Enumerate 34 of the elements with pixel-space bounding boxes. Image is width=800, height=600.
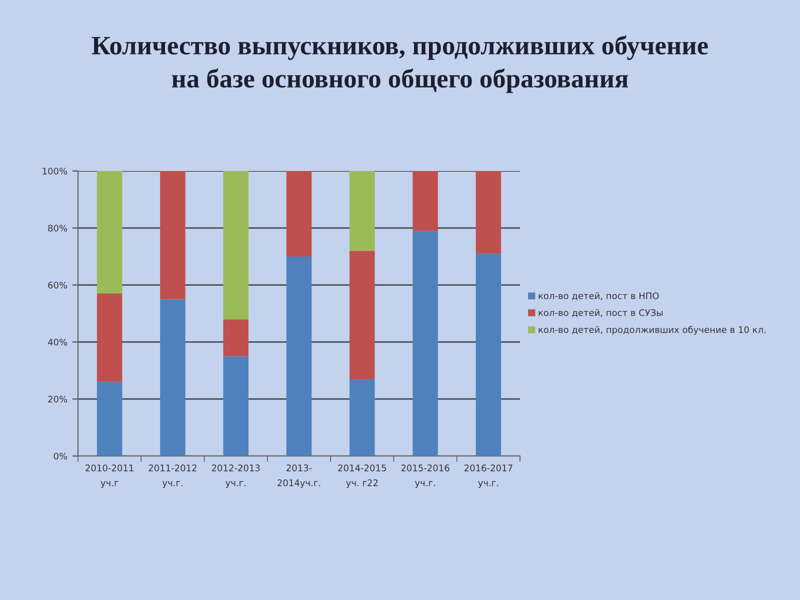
x-tick-label: 2015-2016 уч.г. <box>401 464 450 488</box>
legend-label: кол-во детей, продолживших обучение в 10 кл. <box>538 326 766 335</box>
y-tick-label: 80% <box>48 224 68 232</box>
bar <box>476 171 502 254</box>
y-tick-label: 0% <box>54 452 68 460</box>
chart-title: Количество выпускников, продолживших обучение на базе основного общего образования <box>92 35 708 93</box>
bar <box>223 356 248 456</box>
bar <box>412 230 438 456</box>
y-tick-label: 40% <box>48 338 68 346</box>
bar <box>96 171 122 294</box>
bar <box>96 294 122 382</box>
bar <box>412 171 438 231</box>
bar <box>350 250 375 380</box>
x-tick-label: 2016-2017 уч.г. <box>464 464 512 488</box>
bar <box>350 171 375 251</box>
x-tick-label: 2011-2012 уч.г. <box>148 464 196 488</box>
legend-label: кол-во детей, пост в СУЗы <box>538 309 663 318</box>
bar <box>223 171 248 320</box>
bar <box>350 379 375 456</box>
y-tick-label: 100% <box>42 168 68 175</box>
bar <box>286 171 312 256</box>
bar <box>476 254 502 456</box>
bar <box>160 299 186 456</box>
x-tick-label: 2012-2013 уч.г. <box>212 464 260 488</box>
x-tick-label: 2010-2011 уч.г <box>86 464 134 488</box>
y-tick-label: 20% <box>48 396 68 403</box>
x-tick-label: 2014-2015 уч. г22 <box>338 464 386 488</box>
x-tick-label: 2013- 2014уч.г. <box>278 464 320 488</box>
y-tick-label: 60% <box>48 282 68 289</box>
bar <box>160 171 186 300</box>
legend-label: кол-во детей, пост в НПО <box>538 292 659 300</box>
bar <box>286 256 312 456</box>
bar <box>96 382 122 456</box>
bar <box>223 319 248 356</box>
